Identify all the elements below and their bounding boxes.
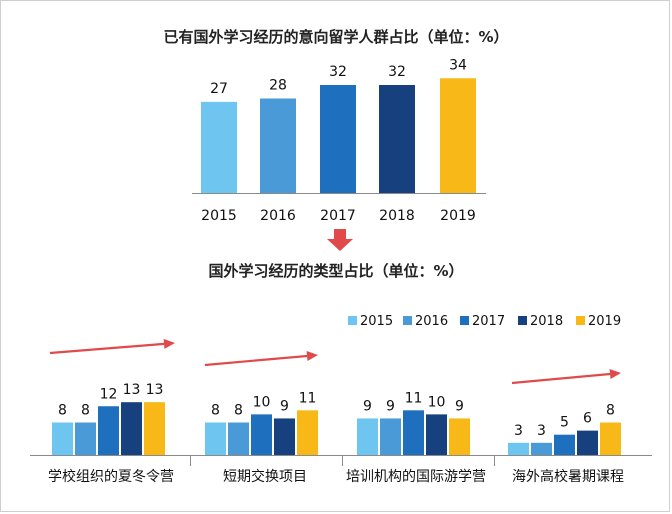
chart1-bar — [379, 85, 415, 193]
chart2-data-label: 8 — [81, 403, 90, 419]
chart2-data-label: 13 — [123, 382, 141, 398]
chart1-tick-label: 2015 — [201, 208, 237, 224]
chart2-category-label: 海外高校暑期课程 — [512, 468, 624, 485]
chart2-category-label: 学校组织的夏冬令营 — [48, 468, 174, 485]
chart2-bar — [274, 418, 295, 455]
chart2-data-label: 3 — [514, 423, 523, 439]
chart2-bar — [508, 442, 529, 455]
trend-arrow-head — [609, 369, 621, 379]
chart1-data-label: 32 — [388, 64, 406, 80]
legend-swatch — [460, 316, 469, 325]
chart2-data-label: 8 — [234, 403, 243, 419]
chart2-bar — [403, 410, 424, 455]
chart2-data-label: 11 — [405, 390, 423, 406]
legend-label: 2019 — [588, 314, 621, 329]
chart2-title: 国外学习经历的类型占比（单位：%） — [208, 262, 463, 280]
chart1-data-label: 34 — [449, 57, 467, 73]
legend-swatch — [576, 316, 585, 325]
legend-swatch — [403, 316, 412, 325]
chart2-data-label: 9 — [363, 398, 372, 414]
trend-arrow-head — [306, 350, 318, 361]
chart1-bar — [320, 85, 356, 193]
chart2-data-label: 13 — [146, 382, 164, 398]
legend-label: 2015 — [360, 314, 393, 329]
chart2-bar — [531, 442, 552, 455]
chart1-plot: 27 2015 28 2016 32 2017 32 2018 34 2019 — [192, 57, 486, 224]
chart2-data-label: 10 — [253, 394, 271, 410]
chart1-tick-label: 2019 — [440, 208, 476, 224]
chart2-data-label: 11 — [299, 390, 317, 406]
trend-arrow-head — [163, 338, 175, 349]
chart2-data-label: 8 — [58, 403, 67, 419]
chart1-data-label: 27 — [210, 81, 228, 97]
chart2-bar — [98, 406, 119, 455]
chart2-bar — [121, 402, 142, 455]
legend-label: 2016 — [415, 314, 448, 329]
legend-label: 2017 — [472, 314, 505, 329]
trend-arrow-line — [204, 354, 308, 367]
chart2-data-label: 12 — [100, 386, 118, 402]
chart2-bar — [251, 414, 272, 455]
chart1-data-label: 28 — [269, 78, 287, 94]
chart2-bar — [228, 422, 249, 455]
legend-swatch — [348, 316, 357, 325]
chart2-bar — [205, 422, 226, 455]
chart2-data-label: 5 — [560, 415, 569, 431]
chart1-tick-label: 2018 — [379, 208, 415, 224]
chart2-data-label: 9 — [455, 398, 464, 414]
chart1-title: 已有国外学习经历的意向留学人群占比（单位：%） — [163, 28, 508, 46]
legend-label: 2018 — [530, 314, 563, 329]
down-arrow-shape — [327, 229, 353, 251]
chart2-data-label: 8 — [211, 403, 220, 419]
chart1-data-label: 32 — [329, 64, 347, 80]
chart1-tick-label: 2017 — [320, 208, 356, 224]
trend-arrow-line — [49, 342, 165, 355]
chart2-data-label: 8 — [606, 403, 615, 419]
chart1-bar — [440, 78, 476, 193]
chart2-category-label: 培训机构的国际游学营 — [346, 469, 486, 485]
chart2-bar — [577, 430, 598, 455]
chart2-bar — [357, 418, 378, 455]
chart2-category-label: 短期交换项目 — [223, 468, 307, 485]
trend-arrows — [49, 338, 621, 385]
chart2-legend: 2015 2016 2017 2018 2019 — [348, 314, 621, 329]
legend-swatch — [518, 316, 527, 325]
chart1-bar — [201, 101, 237, 193]
trend-arrow-line — [511, 372, 611, 385]
chart2-data-label: 9 — [280, 398, 289, 414]
chart2-bar — [554, 434, 575, 455]
chart1-tick-label: 2016 — [260, 208, 296, 224]
chart2-bar — [297, 410, 318, 455]
down-arrow-icon — [327, 229, 353, 251]
chart2-data-label: 9 — [386, 398, 395, 414]
chart2-data-label: 6 — [583, 411, 592, 427]
chart2-bar — [600, 422, 621, 455]
chart2-bar — [75, 422, 96, 455]
chart2-bar — [380, 418, 401, 455]
chart1-bar — [260, 98, 296, 193]
chart2-data-label: 3 — [537, 423, 546, 439]
chart2-data-label: 10 — [428, 394, 446, 410]
chart2-bar — [144, 402, 165, 455]
chart2-bar — [426, 414, 447, 455]
chart2-bar — [52, 422, 73, 455]
chart2-bar — [449, 418, 470, 455]
